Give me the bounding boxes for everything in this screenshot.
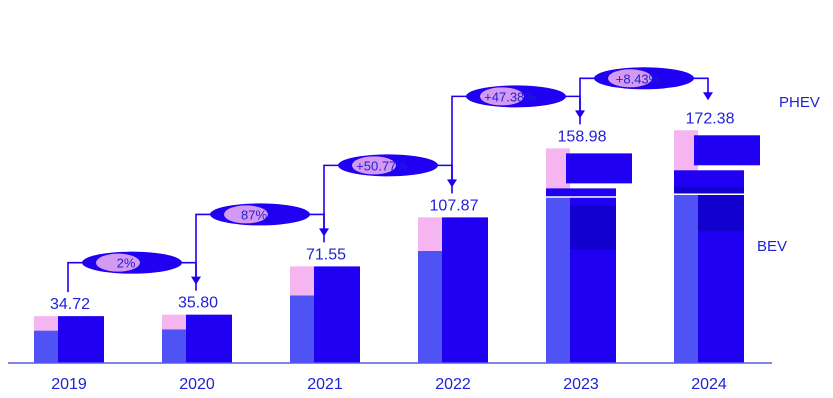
bar-total-2020 [186, 314, 232, 363]
bar-bev-2021 [290, 295, 314, 363]
value-label-2019: 34.72 [50, 296, 90, 313]
growth-label-2: +50.77% [356, 158, 408, 173]
value-label-2023: 158.98 [558, 128, 607, 145]
growth-label-3: +47.38% [484, 89, 536, 104]
bar-phev-2020 [162, 314, 186, 330]
growth-bubble-highlight-2 [352, 156, 396, 175]
x-tick-2022: 2022 [435, 376, 471, 393]
x-tick-2024: 2024 [691, 376, 727, 393]
bar-bev-2022 [418, 250, 442, 363]
bar-bev-overlay-2024 [674, 194, 698, 363]
bar-phev-2022 [418, 217, 442, 251]
bar-bev-2020 [162, 329, 186, 363]
legend-phev: PHEV [779, 94, 820, 111]
growth-bubble-highlight-0 [96, 253, 140, 272]
bar-total-2022 [442, 217, 488, 363]
bar-phev-2021 [290, 266, 314, 296]
growth-label-1: 87% [241, 207, 267, 222]
x-tick-2019: 2019 [51, 376, 87, 393]
x-tick-2020: 2020 [179, 376, 215, 393]
x-tick-labels: 2019 2020 2021 2022 2023 2024 [51, 376, 727, 393]
legend: PHEV BEV [757, 94, 820, 255]
bar-total-2021 [314, 266, 360, 363]
growth-label-4: +8.43% [616, 71, 661, 86]
growth-label-0: 2% [117, 256, 136, 271]
x-tick-2023: 2023 [563, 376, 599, 393]
bar-total-cap-2023 [566, 153, 632, 184]
growth-bubble-highlight-1 [224, 205, 268, 224]
x-tick-2021: 2021 [307, 376, 343, 393]
growth-arrowhead-4 [703, 92, 713, 101]
value-label-2024: 172.38 [686, 110, 735, 127]
bar-bev-2019 [34, 330, 58, 363]
growth-bubble-highlight-4 [608, 69, 652, 88]
value-label-2022: 107.87 [430, 197, 479, 214]
growth-bubble-highlight-3 [480, 87, 524, 106]
bar-total-2019 [58, 316, 104, 363]
bar-bev-overlay-2023 [546, 196, 570, 363]
bars-layer: 34.72 35.80 71.55 107.87 158.98 172.38 [34, 110, 760, 363]
value-label-2020: 35.80 [178, 295, 218, 312]
value-label-2021: 71.55 [306, 246, 346, 263]
growth-callouts-layer: 2% 87% +50.77% +47.38% +8.43% [67, 67, 713, 293]
bar-total-cap-2024 [694, 135, 760, 166]
legend-bev: BEV [757, 238, 787, 255]
bar-phev-2019 [34, 316, 58, 331]
